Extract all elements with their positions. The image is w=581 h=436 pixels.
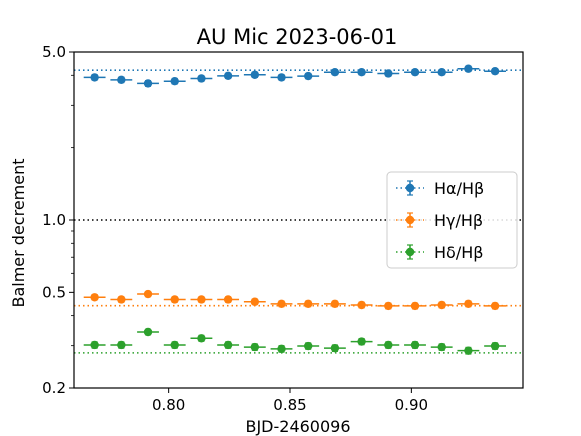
- legend-marker: [405, 247, 415, 257]
- series-2: [83, 327, 507, 355]
- data-point: [490, 341, 500, 351]
- data-point: [357, 300, 366, 310]
- data-point: [277, 344, 286, 354]
- data-point: [223, 340, 233, 350]
- data-point: [330, 68, 340, 77]
- legend-label: Hγ/Hβ: [434, 211, 483, 230]
- data-point: [410, 68, 420, 77]
- series-0: [83, 64, 507, 88]
- data-point: [223, 295, 233, 304]
- axes: 0.80 0.85 0.90 0.2 0.5 1.0 5.0: [42, 43, 428, 414]
- data-point: [170, 340, 179, 350]
- data-point: [357, 68, 366, 77]
- legend-entry-1: Hγ/Hβ: [396, 211, 483, 230]
- data-point: [170, 76, 179, 86]
- legend-box: [386, 171, 518, 269]
- data-point: [330, 299, 340, 309]
- data-point: [90, 340, 99, 350]
- x-tick-label-0: 0.80: [152, 396, 185, 414]
- data-point: [464, 299, 473, 309]
- data-point: [437, 300, 446, 310]
- y-tick-label-1: 0.5: [42, 283, 66, 301]
- legend-entry-2: Hδ/Hβ: [396, 243, 483, 262]
- data-point: [170, 295, 179, 304]
- data-point: [223, 71, 233, 81]
- data-point: [250, 342, 260, 352]
- series-layer: [83, 64, 507, 355]
- y-tick-label-3: 5.0: [42, 43, 66, 61]
- legend-marker: [405, 183, 415, 193]
- data-point: [384, 301, 393, 311]
- data-point: [250, 297, 260, 306]
- legend-label: Hα/Hβ: [434, 179, 484, 198]
- x-tick-label-2: 0.90: [395, 396, 428, 414]
- x-axis-label: BJD-2460096: [245, 417, 350, 436]
- data-point: [250, 70, 260, 79]
- y-tick-label-2: 1.0: [42, 211, 66, 229]
- data-point: [464, 346, 473, 355]
- data-point: [143, 79, 153, 88]
- data-point: [384, 69, 393, 78]
- data-point: [90, 293, 99, 302]
- legend-label: Hδ/Hβ: [434, 243, 483, 262]
- y-axis-label: Balmer decrement: [9, 158, 28, 307]
- data-point: [437, 68, 446, 77]
- chart-title: AU Mic 2023-06-01: [197, 25, 398, 49]
- data-point: [117, 75, 126, 85]
- x-tick-label-1: 0.85: [273, 396, 306, 414]
- legend-marker: [405, 215, 415, 225]
- data-point: [143, 289, 153, 299]
- data-point: [304, 341, 313, 351]
- data-point: [437, 342, 446, 352]
- series-1: [83, 289, 507, 311]
- data-point: [410, 301, 420, 311]
- data-point: [330, 343, 340, 353]
- data-point: [357, 337, 366, 346]
- data-point: [117, 295, 126, 304]
- y-tick-label-0: 0.2: [42, 379, 66, 397]
- data-point: [304, 71, 313, 81]
- data-point: [464, 64, 473, 73]
- data-point: [490, 301, 500, 311]
- data-point: [197, 334, 206, 343]
- data-point: [197, 74, 206, 83]
- data-point: [143, 327, 153, 337]
- data-point: [304, 299, 313, 309]
- data-point: [117, 340, 126, 350]
- data-point: [277, 299, 286, 309]
- legend-entry-0: Hα/Hβ: [396, 179, 484, 198]
- data-point: [410, 340, 420, 350]
- data-point: [277, 73, 286, 82]
- data-point: [197, 295, 206, 304]
- data-point: [90, 73, 99, 82]
- data-point: [384, 340, 393, 350]
- data-point: [490, 66, 500, 76]
- legend: Hα/Hβ Hγ/Hβ Hδ/Hβ: [386, 171, 518, 269]
